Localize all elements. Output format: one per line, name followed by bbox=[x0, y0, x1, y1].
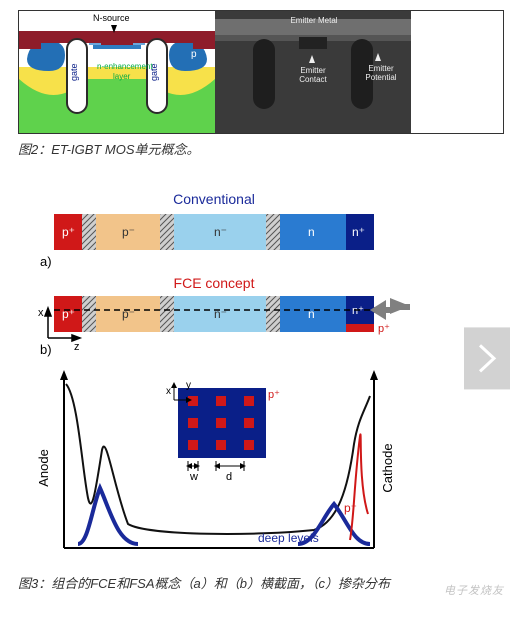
fig2-schematic-svg: gate gate p n-enhancement layer bbox=[19, 11, 215, 133]
conventional-label: Conventional bbox=[173, 191, 255, 207]
emitter-metal-label: Emitter Metal bbox=[279, 17, 349, 26]
svg-text:n: n bbox=[308, 307, 315, 321]
svg-text:x: x bbox=[166, 386, 171, 397]
figure-2: N-source bbox=[18, 10, 504, 160]
figure-3-svg: Conventional p⁺ p⁻ n⁻ n n⁺ a) FCE concep… bbox=[18, 188, 410, 568]
fce-label: FCE concept bbox=[174, 275, 255, 291]
figure-3-caption: 图3：组合的FCE和FSA概念（a）和（b）横截面，（c）掺杂分布 bbox=[18, 574, 410, 594]
watermark: 电子发烧友 bbox=[444, 582, 504, 598]
stripe-a: p⁺ p⁻ n⁻ n n⁺ bbox=[54, 214, 374, 250]
cathode-label: Cathode bbox=[380, 443, 395, 492]
svg-text:p⁻: p⁻ bbox=[122, 225, 135, 239]
gate-potential-label: Emitter Potential bbox=[359, 65, 403, 83]
svg-text:n⁻: n⁻ bbox=[214, 307, 227, 321]
svg-text:p⁺: p⁺ bbox=[378, 323, 390, 335]
svg-text:p⁺: p⁺ bbox=[268, 389, 280, 401]
gate-label-left: gate bbox=[69, 63, 79, 81]
stripe-b: p⁺ p⁻ n⁻ n n⁺ p⁺ bbox=[54, 296, 390, 335]
x-axis-label: x bbox=[38, 307, 44, 319]
row-b-label: b) bbox=[40, 342, 52, 357]
figure-2-caption: 图2：ET-IGBT MOS单元概念。 bbox=[18, 140, 504, 160]
n-source-label: N-source bbox=[91, 13, 132, 23]
emitter-contact-arrow-icon bbox=[309, 55, 315, 63]
figure-2-images: N-source bbox=[18, 10, 504, 134]
next-image-button[interactable] bbox=[464, 327, 510, 389]
svg-text:n⁺: n⁺ bbox=[352, 305, 364, 317]
enh-layer-label-2: layer bbox=[113, 72, 131, 81]
gate-potential-arrow-icon bbox=[375, 53, 381, 61]
y-axis-label: y bbox=[186, 380, 191, 391]
svg-text:n: n bbox=[308, 225, 315, 239]
pplus-label: p⁺ bbox=[344, 501, 357, 515]
svg-text:n⁻: n⁻ bbox=[214, 225, 227, 239]
fig2-sem: Emitter Metal Emitter Contact Emitter Po… bbox=[215, 11, 411, 133]
deep-levels-label: deep levels bbox=[258, 531, 319, 545]
n-source-arrow-icon bbox=[111, 25, 117, 33]
enh-layer-label-1: n-enhancement bbox=[97, 62, 153, 71]
svg-text:n⁺: n⁺ bbox=[352, 225, 365, 239]
z-axis-label: z bbox=[74, 341, 80, 353]
inset-w-label: w bbox=[189, 471, 198, 483]
svg-text:p⁻: p⁻ bbox=[122, 307, 135, 321]
figure-3: Conventional p⁺ p⁻ n⁻ n n⁺ a) FCE concep… bbox=[18, 188, 410, 594]
p-region-label: p bbox=[191, 49, 197, 60]
row-a-label: a) bbox=[40, 254, 52, 269]
svg-text:p⁺: p⁺ bbox=[62, 225, 75, 239]
fig2-schematic: N-source bbox=[19, 11, 215, 133]
svg-text:p⁺: p⁺ bbox=[62, 307, 75, 321]
svg-text:n⁺: n⁺ bbox=[268, 405, 280, 417]
anode-label: Anode bbox=[36, 449, 51, 487]
chevron-right-icon bbox=[476, 341, 498, 375]
inset-d-label: d bbox=[226, 471, 232, 483]
emitter-contact-label: Emitter Contact bbox=[291, 67, 335, 85]
